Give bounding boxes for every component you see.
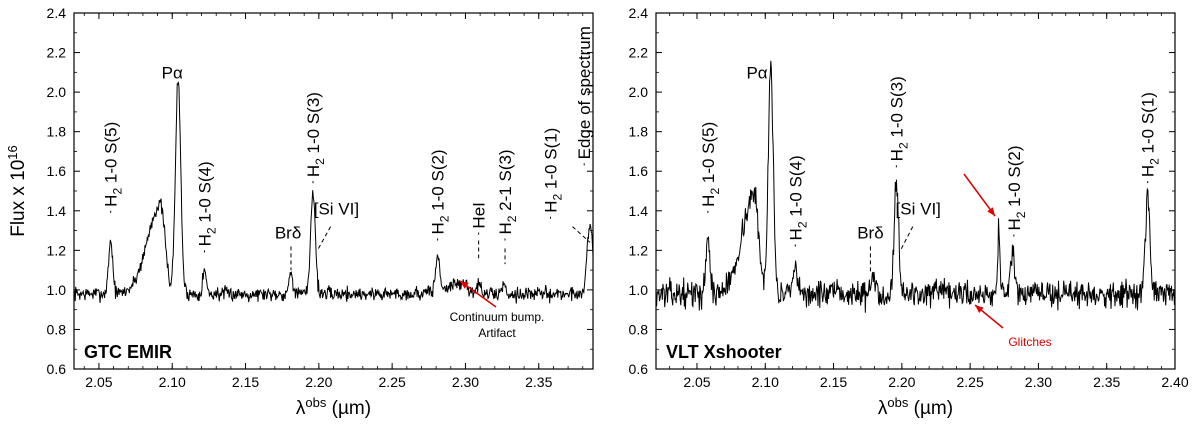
x-tick-label: 2.35: [525, 374, 552, 390]
note-glitches: Glitches: [1008, 335, 1051, 349]
y-tick-label: 0.6: [47, 361, 67, 377]
line-label-h2-1-0-s-3: H2 1-0 S(3): [304, 92, 327, 177]
y-tick-label: 1.4: [47, 203, 67, 219]
y-tick-label: 0.6: [629, 361, 649, 377]
line-label-h2-1-0-s-3: H2 1-0 S(3): [887, 76, 910, 161]
y-tick-label: 2.4: [47, 5, 67, 21]
y-tick-label: 2.2: [47, 45, 67, 61]
y-tick-label: 0.8: [629, 321, 649, 337]
x-tick-label: 2.40: [1161, 374, 1188, 390]
gtc-emir-panel: 2.05 2.10 2.15 2.20 2.25 2.30 2.35 0.6 0.8 1.0 1.2…: [5, 5, 594, 419]
line-label-h2-1-0-s-5: H2 1-0 S(5): [102, 122, 125, 207]
line-label-h2-1-0-s-2: H2 1-0 S(2): [429, 149, 452, 234]
y-tick-label: 1.6: [629, 163, 649, 179]
line-label-h2-1-0-s-5: H2 1-0 S(5): [699, 122, 722, 207]
line-label-h2-1-0-s-1: H2 1-0 S(1): [1139, 92, 1162, 177]
note-artifact: Artifact: [478, 326, 516, 340]
glitch-arrow-bottom-head: [975, 305, 984, 313]
y-tick-label: 2.0: [629, 84, 649, 100]
y-tick-label: 1.2: [629, 242, 649, 258]
x-tick-label: 2.10: [752, 374, 779, 390]
panel-label-vlt-xshooter: VLT Xshooter: [666, 342, 782, 362]
spectrum-line: [655, 60, 1176, 313]
y-tick-label: 1.8: [629, 124, 649, 140]
line-label-br: Brδ: [275, 223, 301, 242]
sivi-leader: [316, 226, 332, 251]
y-tick-label: 2.0: [47, 84, 67, 100]
x-tick-label: 2.20: [888, 374, 915, 390]
note-continuum-bump: Continuum bump.: [450, 310, 545, 324]
line-label-p: Pα: [746, 63, 767, 82]
glitch-arrow-top: [963, 173, 996, 217]
plot-frame: [655, 12, 1176, 370]
line-label-si-vi: [Si VI]: [314, 200, 359, 219]
line-label-h2-1-0-s-4: H2 1-0 S(4): [195, 161, 218, 246]
x-tick-label: 2.05: [85, 374, 112, 390]
line-label-si-vi: [Si VI]: [896, 200, 941, 219]
line-label-h2-1-0-s-1: H2 1-0 S(1): [541, 128, 564, 213]
y-tick-label: 1.6: [47, 163, 67, 179]
panel-label-gtc-emir: GTC EMIR: [84, 342, 172, 362]
x-axis-title: λobs (µm): [296, 395, 371, 419]
line-label-hei: HeI: [470, 202, 489, 228]
line-label-h2-2-1-s-3: H2 2-1 S(3): [496, 149, 519, 234]
line-label-edge-of-spectrum: Edge of spectrum: [575, 26, 594, 159]
y-tick-label: 1.8: [47, 124, 67, 140]
y-tick-label: 2.2: [629, 45, 649, 61]
vlt-xshooter-panel: 2.05 2.10 2.15 2.20 2.25 2.30 2.35 2.40 0.6 0.8 1.…: [629, 5, 1189, 419]
sivi-leader: [900, 226, 914, 251]
y-tick-label: 0.8: [47, 321, 67, 337]
y-tick-label: 2.4: [629, 5, 649, 21]
line-label-h2-1-0-s-4: H2 1-0 S(4): [786, 155, 809, 240]
x-tick-label: 2.05: [683, 374, 710, 390]
x-tick-label: 2.15: [820, 374, 847, 390]
line-label-br: Brδ: [857, 223, 883, 242]
artifact-arrow-head: [460, 281, 469, 289]
glitch-arrow-top-head: [987, 207, 995, 216]
h2-s1-leader: [572, 226, 591, 243]
x-tick-label: 2.35: [1093, 374, 1120, 390]
x-tick-label: 2.25: [957, 374, 984, 390]
x-tick-label: 2.20: [305, 374, 332, 390]
x-axis-title: λobs (µm): [878, 395, 953, 419]
y-tick-label: 1.0: [629, 282, 649, 298]
y-tick-label: 1.0: [47, 282, 67, 298]
y-axis-title: Flux x 1016: [5, 145, 29, 237]
x-tick-label: 2.15: [232, 374, 259, 390]
line-label-h2-1-0-s-2: H2 1-0 S(2): [1005, 145, 1028, 230]
x-tick-label: 2.30: [452, 374, 479, 390]
x-tick-label: 2.25: [379, 374, 406, 390]
x-tick-label: 2.10: [159, 374, 186, 390]
line-label-p: Pα: [162, 63, 183, 82]
y-tick-label: 1.4: [629, 203, 649, 219]
spectrum-line: [73, 81, 594, 304]
x-tick-label: 2.30: [1025, 374, 1052, 390]
y-tick-label: 1.2: [47, 242, 67, 258]
